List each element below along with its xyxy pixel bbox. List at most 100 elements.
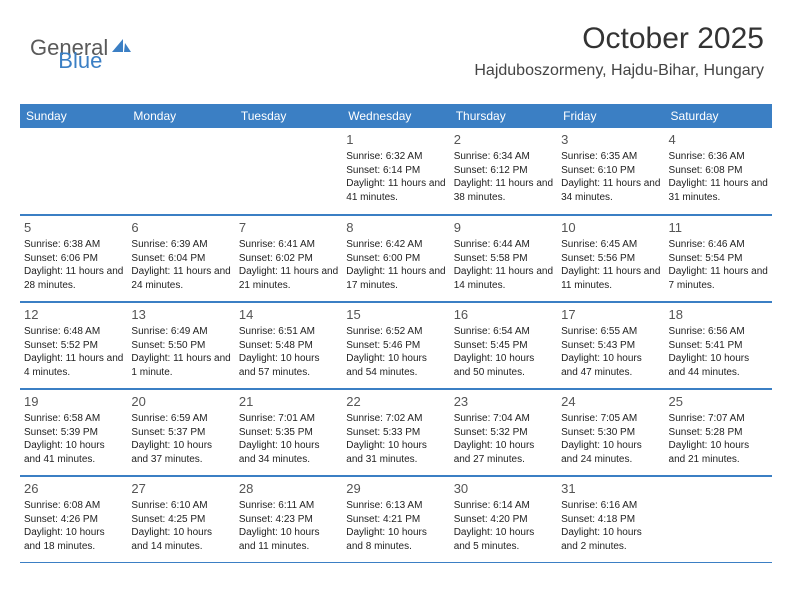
sunset-text: Sunset: 5:50 PM (131, 339, 230, 353)
sunrise-text: Sunrise: 6:44 AM (454, 238, 553, 252)
day-info: Sunrise: 7:02 AMSunset: 5:33 PMDaylight:… (346, 412, 445, 466)
sunrise-text: Sunrise: 6:38 AM (24, 238, 123, 252)
sunset-text: Sunset: 5:30 PM (561, 426, 660, 440)
day-header: Saturday (665, 104, 772, 128)
day-info: Sunrise: 6:13 AMSunset: 4:21 PMDaylight:… (346, 499, 445, 553)
sunset-text: Sunset: 4:25 PM (131, 513, 230, 527)
daylight-text: Daylight: 11 hours and 21 minutes. (239, 265, 338, 292)
sunset-text: Sunset: 5:35 PM (239, 426, 338, 440)
daylight-text: Daylight: 11 hours and 7 minutes. (669, 265, 768, 292)
sunset-text: Sunset: 5:32 PM (454, 426, 553, 440)
day-cell: 14Sunrise: 6:51 AMSunset: 5:48 PMDayligh… (235, 302, 342, 388)
week-row: 12Sunrise: 6:48 AMSunset: 5:52 PMDayligh… (20, 302, 772, 389)
daylight-text: Daylight: 11 hours and 41 minutes. (346, 177, 445, 204)
sunrise-text: Sunrise: 6:52 AM (346, 325, 445, 339)
day-header: Wednesday (342, 104, 449, 128)
sunset-text: Sunset: 5:39 PM (24, 426, 123, 440)
day-number: 18 (669, 307, 768, 322)
sunset-text: Sunset: 6:14 PM (346, 164, 445, 178)
day-number: 17 (561, 307, 660, 322)
day-info: Sunrise: 6:32 AMSunset: 6:14 PMDaylight:… (346, 150, 445, 204)
sunset-text: Sunset: 5:28 PM (669, 426, 768, 440)
day-info: Sunrise: 6:16 AMSunset: 4:18 PMDaylight:… (561, 499, 660, 553)
day-info: Sunrise: 6:42 AMSunset: 6:00 PMDaylight:… (346, 238, 445, 292)
daylight-text: Daylight: 11 hours and 34 minutes. (561, 177, 660, 204)
sunset-text: Sunset: 6:06 PM (24, 252, 123, 266)
daylight-text: Daylight: 10 hours and 21 minutes. (669, 439, 768, 466)
day-cell: 22Sunrise: 7:02 AMSunset: 5:33 PMDayligh… (342, 389, 449, 475)
calendar-weeks: 1Sunrise: 6:32 AMSunset: 6:14 PMDaylight… (20, 128, 772, 563)
day-number: 21 (239, 394, 338, 409)
sunset-text: Sunset: 5:54 PM (669, 252, 768, 266)
sunrise-text: Sunrise: 6:56 AM (669, 325, 768, 339)
day-number: 29 (346, 481, 445, 496)
day-number: 3 (561, 132, 660, 147)
sunrise-text: Sunrise: 6:58 AM (24, 412, 123, 426)
sunset-text: Sunset: 4:20 PM (454, 513, 553, 527)
location-text: Hajduboszormeny, Hajdu-Bihar, Hungary (474, 62, 764, 80)
day-number: 24 (561, 394, 660, 409)
sunset-text: Sunset: 5:45 PM (454, 339, 553, 353)
daylight-text: Daylight: 11 hours and 38 minutes. (454, 177, 553, 204)
sunset-text: Sunset: 6:04 PM (131, 252, 230, 266)
day-info: Sunrise: 6:58 AMSunset: 5:39 PMDaylight:… (24, 412, 123, 466)
sunrise-text: Sunrise: 7:01 AM (239, 412, 338, 426)
sunset-text: Sunset: 6:08 PM (669, 164, 768, 178)
day-info: Sunrise: 6:38 AMSunset: 6:06 PMDaylight:… (24, 238, 123, 292)
day-number: 31 (561, 481, 660, 496)
day-info: Sunrise: 6:39 AMSunset: 6:04 PMDaylight:… (131, 238, 230, 292)
sunset-text: Sunset: 5:46 PM (346, 339, 445, 353)
day-number: 11 (669, 220, 768, 235)
day-cell: 21 Sunrise: 7:01 AMSunset: 5:35 PMDayligh… (235, 389, 342, 475)
day-number: 10 (561, 220, 660, 235)
sunset-text: Sunset: 5:56 PM (561, 252, 660, 266)
daylight-text: Daylight: 10 hours and 14 minutes. (131, 526, 230, 553)
daylight-text: Daylight: 10 hours and 50 minutes. (454, 352, 553, 379)
day-cell: 28Sunrise: 6:11 AMSunset: 4:23 PMDayligh… (235, 476, 342, 562)
sunrise-text: Sunrise: 7:05 AM (561, 412, 660, 426)
day-number: 30 (454, 481, 553, 496)
day-number: 27 (131, 481, 230, 496)
daylight-text: Daylight: 11 hours and 28 minutes. (24, 265, 123, 292)
sunset-text: Sunset: 5:58 PM (454, 252, 553, 266)
day-cell (127, 128, 234, 214)
daylight-text: Daylight: 10 hours and 34 minutes. (239, 439, 338, 466)
day-number: 15 (346, 307, 445, 322)
day-info: Sunrise: 6:14 AMSunset: 4:20 PMDaylight:… (454, 499, 553, 553)
day-number: 25 (669, 394, 768, 409)
daylight-text: Daylight: 11 hours and 14 minutes. (454, 265, 553, 292)
daylight-text: Daylight: 10 hours and 5 minutes. (454, 526, 553, 553)
day-info: Sunrise: 6:44 AMSunset: 5:58 PMDaylight:… (454, 238, 553, 292)
daylight-text: Daylight: 11 hours and 31 minutes. (669, 177, 768, 204)
sunset-text: Sunset: 4:18 PM (561, 513, 660, 527)
day-cell: 30 Sunrise: 6:14 AMSunset: 4:20 PMDayligh… (450, 476, 557, 562)
week-row: 1Sunrise: 6:32 AMSunset: 6:14 PMDaylight… (20, 128, 772, 215)
day-number: 23 (454, 394, 553, 409)
sunset-text: Sunset: 5:43 PM (561, 339, 660, 353)
day-cell: 31 Sunrise: 6:16 AMSunset: 4:18 PMDayligh… (557, 476, 664, 562)
daylight-text: Daylight: 11 hours and 24 minutes. (131, 265, 230, 292)
day-cell: 2Sunrise: 6:34 AMSunset: 6:12 PMDaylight… (450, 128, 557, 214)
day-info: Sunrise: 6:59 AMSunset: 5:37 PMDaylight:… (131, 412, 230, 466)
day-number: 2 (454, 132, 553, 147)
sunrise-text: Sunrise: 6:42 AM (346, 238, 445, 252)
day-cell: 9Sunrise: 6:44 AMSunset: 5:58 PMDaylight… (450, 215, 557, 301)
day-cell: 1Sunrise: 6:32 AMSunset: 6:14 PMDaylight… (342, 128, 449, 214)
day-cell (235, 128, 342, 214)
day-info: Sunrise: 6:08 AMSunset: 4:26 PMDaylight:… (24, 499, 123, 553)
day-info: Sunrise: 7:07 AMSunset: 5:28 PMDaylight:… (669, 412, 768, 466)
daylight-text: Daylight: 10 hours and 47 minutes. (561, 352, 660, 379)
day-number: 8 (346, 220, 445, 235)
sunrise-text: Sunrise: 6:46 AM (669, 238, 768, 252)
day-info: Sunrise: 6:11 AMSunset: 4:23 PMDaylight:… (239, 499, 338, 553)
daylight-text: Daylight: 10 hours and 37 minutes. (131, 439, 230, 466)
sunset-text: Sunset: 6:00 PM (346, 252, 445, 266)
day-cell: 12Sunrise: 6:48 AMSunset: 5:52 PMDayligh… (20, 302, 127, 388)
day-info: Sunrise: 6:55 AMSunset: 5:43 PMDaylight:… (561, 325, 660, 379)
day-info: Sunrise: 6:48 AMSunset: 5:52 PMDaylight:… (24, 325, 123, 379)
sunrise-text: Sunrise: 6:13 AM (346, 499, 445, 513)
day-header: Sunday (20, 104, 127, 128)
day-info: Sunrise: 6:56 AMSunset: 5:41 PMDaylight:… (669, 325, 768, 379)
day-number: 20 (131, 394, 230, 409)
header: October 2025 Hajduboszormeny, Hajdu-Biha… (474, 22, 764, 80)
